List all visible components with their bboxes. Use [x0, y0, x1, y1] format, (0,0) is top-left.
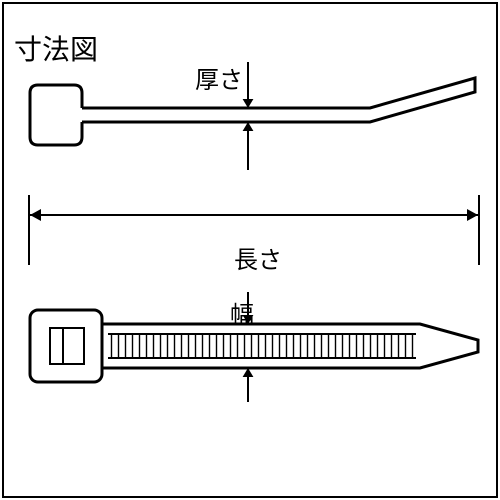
- diagram-svg: [0, 0, 500, 500]
